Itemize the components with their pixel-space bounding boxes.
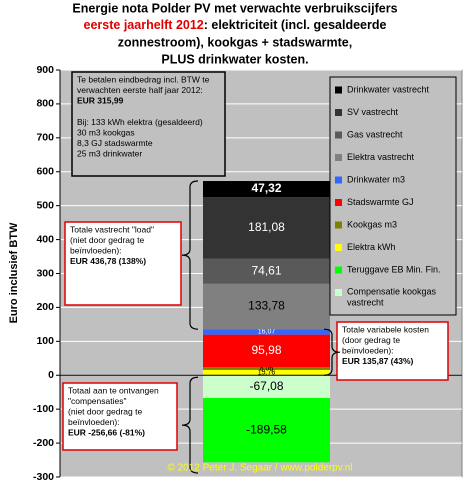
title-line: Energie nota Polder PV met verwachte ver… (72, 1, 397, 15)
legend-swatch (335, 131, 342, 139)
y-tick-label: -100 (33, 403, 54, 415)
y-tick-label: 700 (36, 132, 54, 144)
legend-label: Kookgas m3 (347, 219, 397, 229)
legend-swatch (335, 86, 342, 94)
title-part: : elektriciteit (incl. gesaldeerde (204, 18, 387, 32)
annotation-line: EUR -256,66 (-81%) (68, 427, 145, 437)
value-label: 47,32 (251, 181, 281, 195)
annotation-line: "compensaties" (68, 396, 126, 406)
bar-segment (203, 181, 330, 198)
annotation-line: Totale variabele kosten (342, 324, 429, 334)
bar-segment (203, 398, 330, 463)
legend-swatch (335, 244, 342, 251)
annotation-line: EUR 436,78 (138%) (70, 256, 146, 266)
bar-segment (203, 197, 330, 259)
y-axis-label: Euro inclusief BTW (8, 222, 20, 323)
annotation-box (64, 221, 182, 306)
legend-label: Drinkwater vastrecht (347, 84, 430, 94)
title-line: PLUS drinkwater kosten. (161, 52, 308, 66)
legend-label: Elektra kWh (347, 242, 396, 252)
legend-swatch (335, 176, 342, 184)
bar-segment (203, 375, 330, 399)
bar-segment (203, 258, 330, 284)
y-tick-label: 800 (36, 98, 54, 110)
annotation-box (62, 382, 178, 451)
legend-label: Gas vastrecht (347, 129, 403, 139)
bracket (181, 180, 199, 330)
annotation-line: (niet door gedrag te (68, 406, 142, 416)
annotation-line: 8,3 GJ stadswarmte (77, 138, 153, 148)
legend-label: Stadswarmte GJ (347, 197, 414, 207)
legend-swatch (335, 266, 342, 274)
title-line: zonnestroom), kookgas + stadswarmte, (118, 35, 352, 49)
legend-swatch (335, 199, 342, 206)
legend-label: SV vastrecht (347, 107, 399, 117)
value-label: 74,61 (251, 263, 281, 277)
bracket (323, 328, 341, 376)
annotation-line: Bij: 133 kWh elektra (gesaldeerd) (77, 117, 203, 127)
y-tick-label: 600 (36, 166, 54, 178)
legend-label-part: Compensatie kookgas (347, 287, 437, 297)
legend-swatch (335, 109, 342, 116)
y-tick-label: 0 (48, 369, 54, 381)
annotation-box (336, 321, 449, 381)
annotation-line: Totale vastrecht "load" (70, 224, 154, 234)
legend-swatch (335, 289, 342, 296)
annotation-line: verwachten eerste half jaar 2012: (77, 85, 203, 95)
value-label: 95,98 (251, 343, 281, 357)
legend-label-part: vastrecht (347, 298, 384, 308)
bar-segment (203, 334, 330, 368)
y-tick-label: -300 (33, 471, 54, 483)
y-tick-label: 100 (36, 335, 54, 347)
y-tick-label: 300 (36, 267, 54, 279)
value-label: -67,08 (249, 379, 283, 393)
bar-segment (203, 329, 330, 335)
y-tick-label: 900 (36, 64, 54, 76)
value-label: 8,06 (260, 365, 274, 372)
bar-segment (203, 283, 330, 330)
y-tick-label: 500 (36, 199, 54, 211)
annotation-line: beïnvloeden): (68, 417, 120, 427)
bar-segment (203, 369, 330, 376)
bar-segment (203, 367, 330, 370)
annotation-line: Totaal aan te ontvangen (68, 385, 159, 395)
legend-label: Compensatie kookgas vastrecht (347, 287, 437, 308)
legend-label: Teruggave EB Min. Fin. (347, 264, 441, 274)
title-highlight: eerste jaarhelft 2012 (84, 18, 204, 32)
y-tick-label: 200 (36, 301, 54, 313)
legend-label: Drinkwater m3 (347, 174, 405, 184)
bracket (181, 376, 199, 474)
annotation-box (71, 71, 226, 177)
annotation-line: EUR 315,99 (77, 95, 124, 105)
annotation-line: 25 m3 drinkwater (77, 148, 142, 158)
credit: © 2012 Peter J. Segaar / www.polderpv.nl (167, 463, 352, 474)
annotation-line: 30 m3 kookgas (77, 127, 135, 137)
annotation-line: EUR 135,87 (43%) (342, 356, 414, 366)
value-label: -189,58 (246, 422, 287, 436)
value-label: 15,76 (258, 369, 276, 376)
value-label: 16,07 (258, 329, 276, 336)
annotation-line: Te betalen eindbedrag incl. BTW te (77, 74, 210, 84)
y-tick-label: -200 (33, 437, 54, 449)
value-label: 133,78 (248, 299, 285, 313)
y-tick-label: 400 (36, 233, 54, 245)
legend-box (329, 76, 457, 316)
legend-swatch (335, 154, 342, 161)
legend-label: Elektra vastrecht (347, 152, 415, 162)
legend-swatch (335, 221, 342, 229)
annotation-line: (door gedrag te (342, 335, 400, 345)
annotation-line: beïnvloeden): (70, 245, 122, 255)
value-label: 181,08 (248, 220, 285, 234)
annotation-line: beïnvloeden): (342, 345, 394, 355)
title-line: eerste jaarhelft 2012: elektriciteit (in… (84, 18, 387, 32)
annotation-line: (niet door gedrag te (70, 235, 144, 245)
